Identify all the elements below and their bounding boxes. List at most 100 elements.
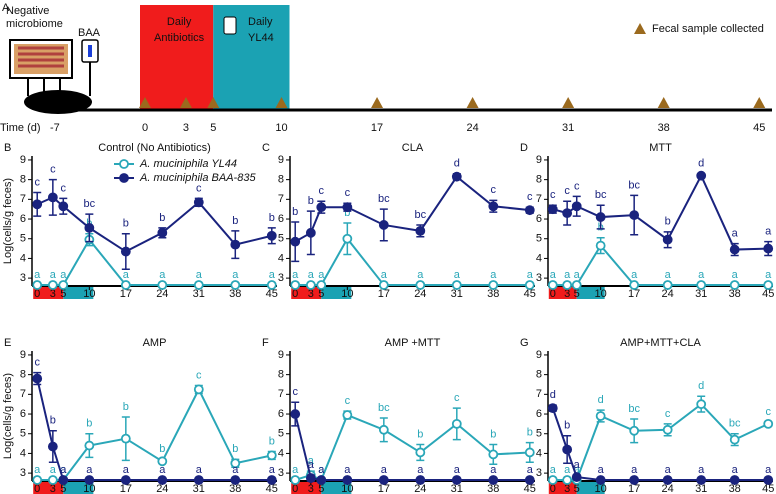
x-tick-label: 45 xyxy=(266,288,278,300)
significance-letter: bc xyxy=(729,418,741,430)
data-point xyxy=(305,280,316,290)
y-tick-label: 7 xyxy=(536,193,542,205)
data-point xyxy=(571,201,582,212)
yl44-period xyxy=(63,286,94,299)
y-tick-label: 7 xyxy=(536,388,542,400)
source-label: microbiome xyxy=(6,18,63,30)
y-tick-label: 7 xyxy=(278,388,284,400)
y-tick-label: 6 xyxy=(20,213,26,225)
significance-letter: b xyxy=(86,418,92,430)
y-tick-label: 6 xyxy=(536,408,542,420)
significance-letter: a xyxy=(417,464,424,476)
significance-letter: a xyxy=(454,464,461,476)
significance-letter: a xyxy=(574,459,581,471)
sample-marker xyxy=(466,97,479,108)
panel-label: F xyxy=(262,337,269,349)
significance-letter: c xyxy=(345,395,351,407)
significance-letter: a xyxy=(765,464,772,476)
significance-letter: d xyxy=(454,158,460,170)
significance-letter: a xyxy=(564,464,571,476)
sample-marker xyxy=(139,97,151,108)
sample-marker xyxy=(753,97,766,108)
significance-letter: a xyxy=(631,269,638,281)
data-point xyxy=(524,280,535,290)
significance-letter: a xyxy=(527,464,534,476)
yl44-icon xyxy=(223,16,237,35)
significance-letter: a xyxy=(308,459,315,471)
significance-letter: a xyxy=(232,269,239,281)
significance-letter: a xyxy=(665,464,672,476)
y-tick-label: 3 xyxy=(536,467,542,479)
significance-letter: a xyxy=(527,269,534,281)
y-tick-label: 9 xyxy=(278,349,284,361)
significance-letter: a xyxy=(86,464,93,476)
significance-letter: a xyxy=(381,269,388,281)
significance-letter: a xyxy=(490,269,497,281)
data-point xyxy=(562,208,573,219)
timeline-tick-label: 24 xyxy=(466,122,478,134)
x-tick-label: 17 xyxy=(628,288,640,300)
data-point xyxy=(47,441,58,452)
x-tick-label: 0 xyxy=(34,288,40,300)
significance-letter: a xyxy=(123,464,130,476)
y-tick-label: 8 xyxy=(536,174,542,186)
x-tick-label: 31 xyxy=(193,288,205,300)
yl44-label: YL44 xyxy=(248,32,274,44)
significance-letter: a xyxy=(159,269,166,281)
legend-label: A. muciniphila BAA-835 xyxy=(139,172,256,184)
y-tick-label: 4 xyxy=(20,252,26,264)
data-point xyxy=(662,280,673,290)
y-tick-label: 5 xyxy=(278,428,284,440)
microbiome-icon xyxy=(9,39,99,114)
y-tick-label: 4 xyxy=(536,252,542,264)
data-point xyxy=(120,433,131,444)
data-point xyxy=(84,475,95,485)
data-point xyxy=(662,424,673,435)
y-tick-label: 3 xyxy=(536,272,542,284)
data-point xyxy=(763,418,774,429)
panel-label: A xyxy=(2,2,10,14)
data-point xyxy=(415,280,426,290)
data-point xyxy=(157,475,168,485)
significance-letter: b xyxy=(123,218,129,230)
yl44-label: Daily xyxy=(248,16,273,28)
data-point xyxy=(547,403,558,414)
y-tick-label: 5 xyxy=(20,428,26,440)
timeline-tick-label: 31 xyxy=(562,122,574,134)
timeline-tick-label: 38 xyxy=(658,122,670,134)
significance-letter: d xyxy=(550,389,556,401)
significance-letter: a xyxy=(269,269,276,281)
x-tick-label: 24 xyxy=(414,288,426,300)
data-point xyxy=(729,434,740,445)
y-tick-label: 4 xyxy=(278,447,284,459)
y-tick-label: 3 xyxy=(20,272,26,284)
data-point xyxy=(488,475,499,485)
antibiotics-period xyxy=(33,286,64,299)
x-tick-label: 31 xyxy=(451,483,463,494)
significance-letter: c xyxy=(292,386,298,398)
panel-title: MTT xyxy=(649,142,672,154)
y-tick-label: 8 xyxy=(20,369,26,381)
strain-label: BAA xyxy=(78,27,101,39)
data-point xyxy=(32,199,43,210)
x-tick-label: 38 xyxy=(229,288,241,300)
significance-letter: a xyxy=(60,464,67,476)
significance-letter: a xyxy=(454,269,461,281)
data-point xyxy=(696,399,707,410)
data-point xyxy=(629,210,640,220)
data-point xyxy=(763,243,774,254)
data-point xyxy=(84,222,95,233)
panel-title: CLA xyxy=(402,142,424,154)
yl44-period xyxy=(576,481,605,494)
significance-letter: b xyxy=(123,401,129,413)
legend-label: A. muciniphila YL44 xyxy=(139,158,237,170)
x-tick-label: 3 xyxy=(564,288,570,300)
significance-letter: a xyxy=(318,464,325,476)
data-point xyxy=(547,204,558,215)
y-tick-label: 3 xyxy=(278,272,284,284)
y-tick-label: 9 xyxy=(536,349,542,361)
sample-marker xyxy=(179,97,192,108)
data-point xyxy=(316,202,327,213)
x-tick-label: 0 xyxy=(550,483,556,494)
panel-title: AMP +MTT xyxy=(385,337,441,349)
